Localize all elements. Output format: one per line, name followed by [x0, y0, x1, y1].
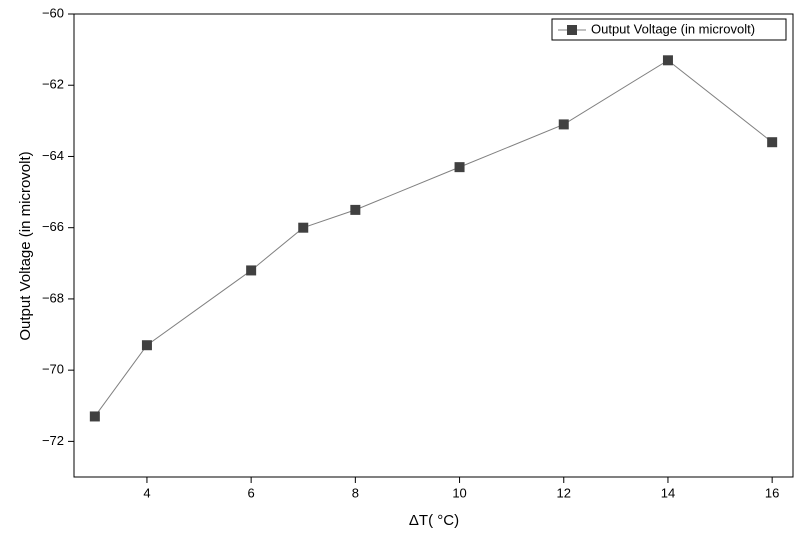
y-tick-label: −60	[42, 5, 64, 20]
x-tick-label: 4	[143, 485, 150, 500]
data-point	[454, 162, 465, 173]
y-tick-label: −68	[42, 290, 64, 305]
series-line	[94, 59, 773, 417]
data-point	[558, 119, 569, 130]
x-tick-label: 8	[352, 485, 359, 500]
legend-box	[551, 18, 787, 41]
y-tick-label: −62	[42, 77, 64, 92]
y-tick-label: −70	[42, 362, 64, 377]
x-tick-label: 14	[661, 485, 675, 500]
x-tick-label: 16	[765, 485, 779, 500]
x-axis-label: ΔT( °C)	[409, 512, 459, 529]
y-axis-label: Output Voltage (in microvolt)	[17, 151, 34, 340]
legend-marker	[567, 25, 577, 35]
legend-label: Output Voltage (in microvolt)	[591, 21, 755, 36]
plot-frame	[73, 13, 794, 478]
data-point	[350, 204, 361, 215]
y-tick-label: −72	[42, 433, 64, 448]
data-point	[246, 265, 257, 276]
data-point	[662, 55, 673, 66]
data-point	[141, 340, 152, 351]
data-point	[298, 222, 309, 233]
data-point	[89, 411, 100, 422]
x-tick-label: 10	[452, 485, 466, 500]
data-point	[767, 137, 778, 148]
x-tick-label: 12	[557, 485, 571, 500]
y-tick-label: −66	[42, 219, 64, 234]
x-tick-label: 6	[248, 485, 255, 500]
y-tick-label: −64	[42, 148, 64, 163]
